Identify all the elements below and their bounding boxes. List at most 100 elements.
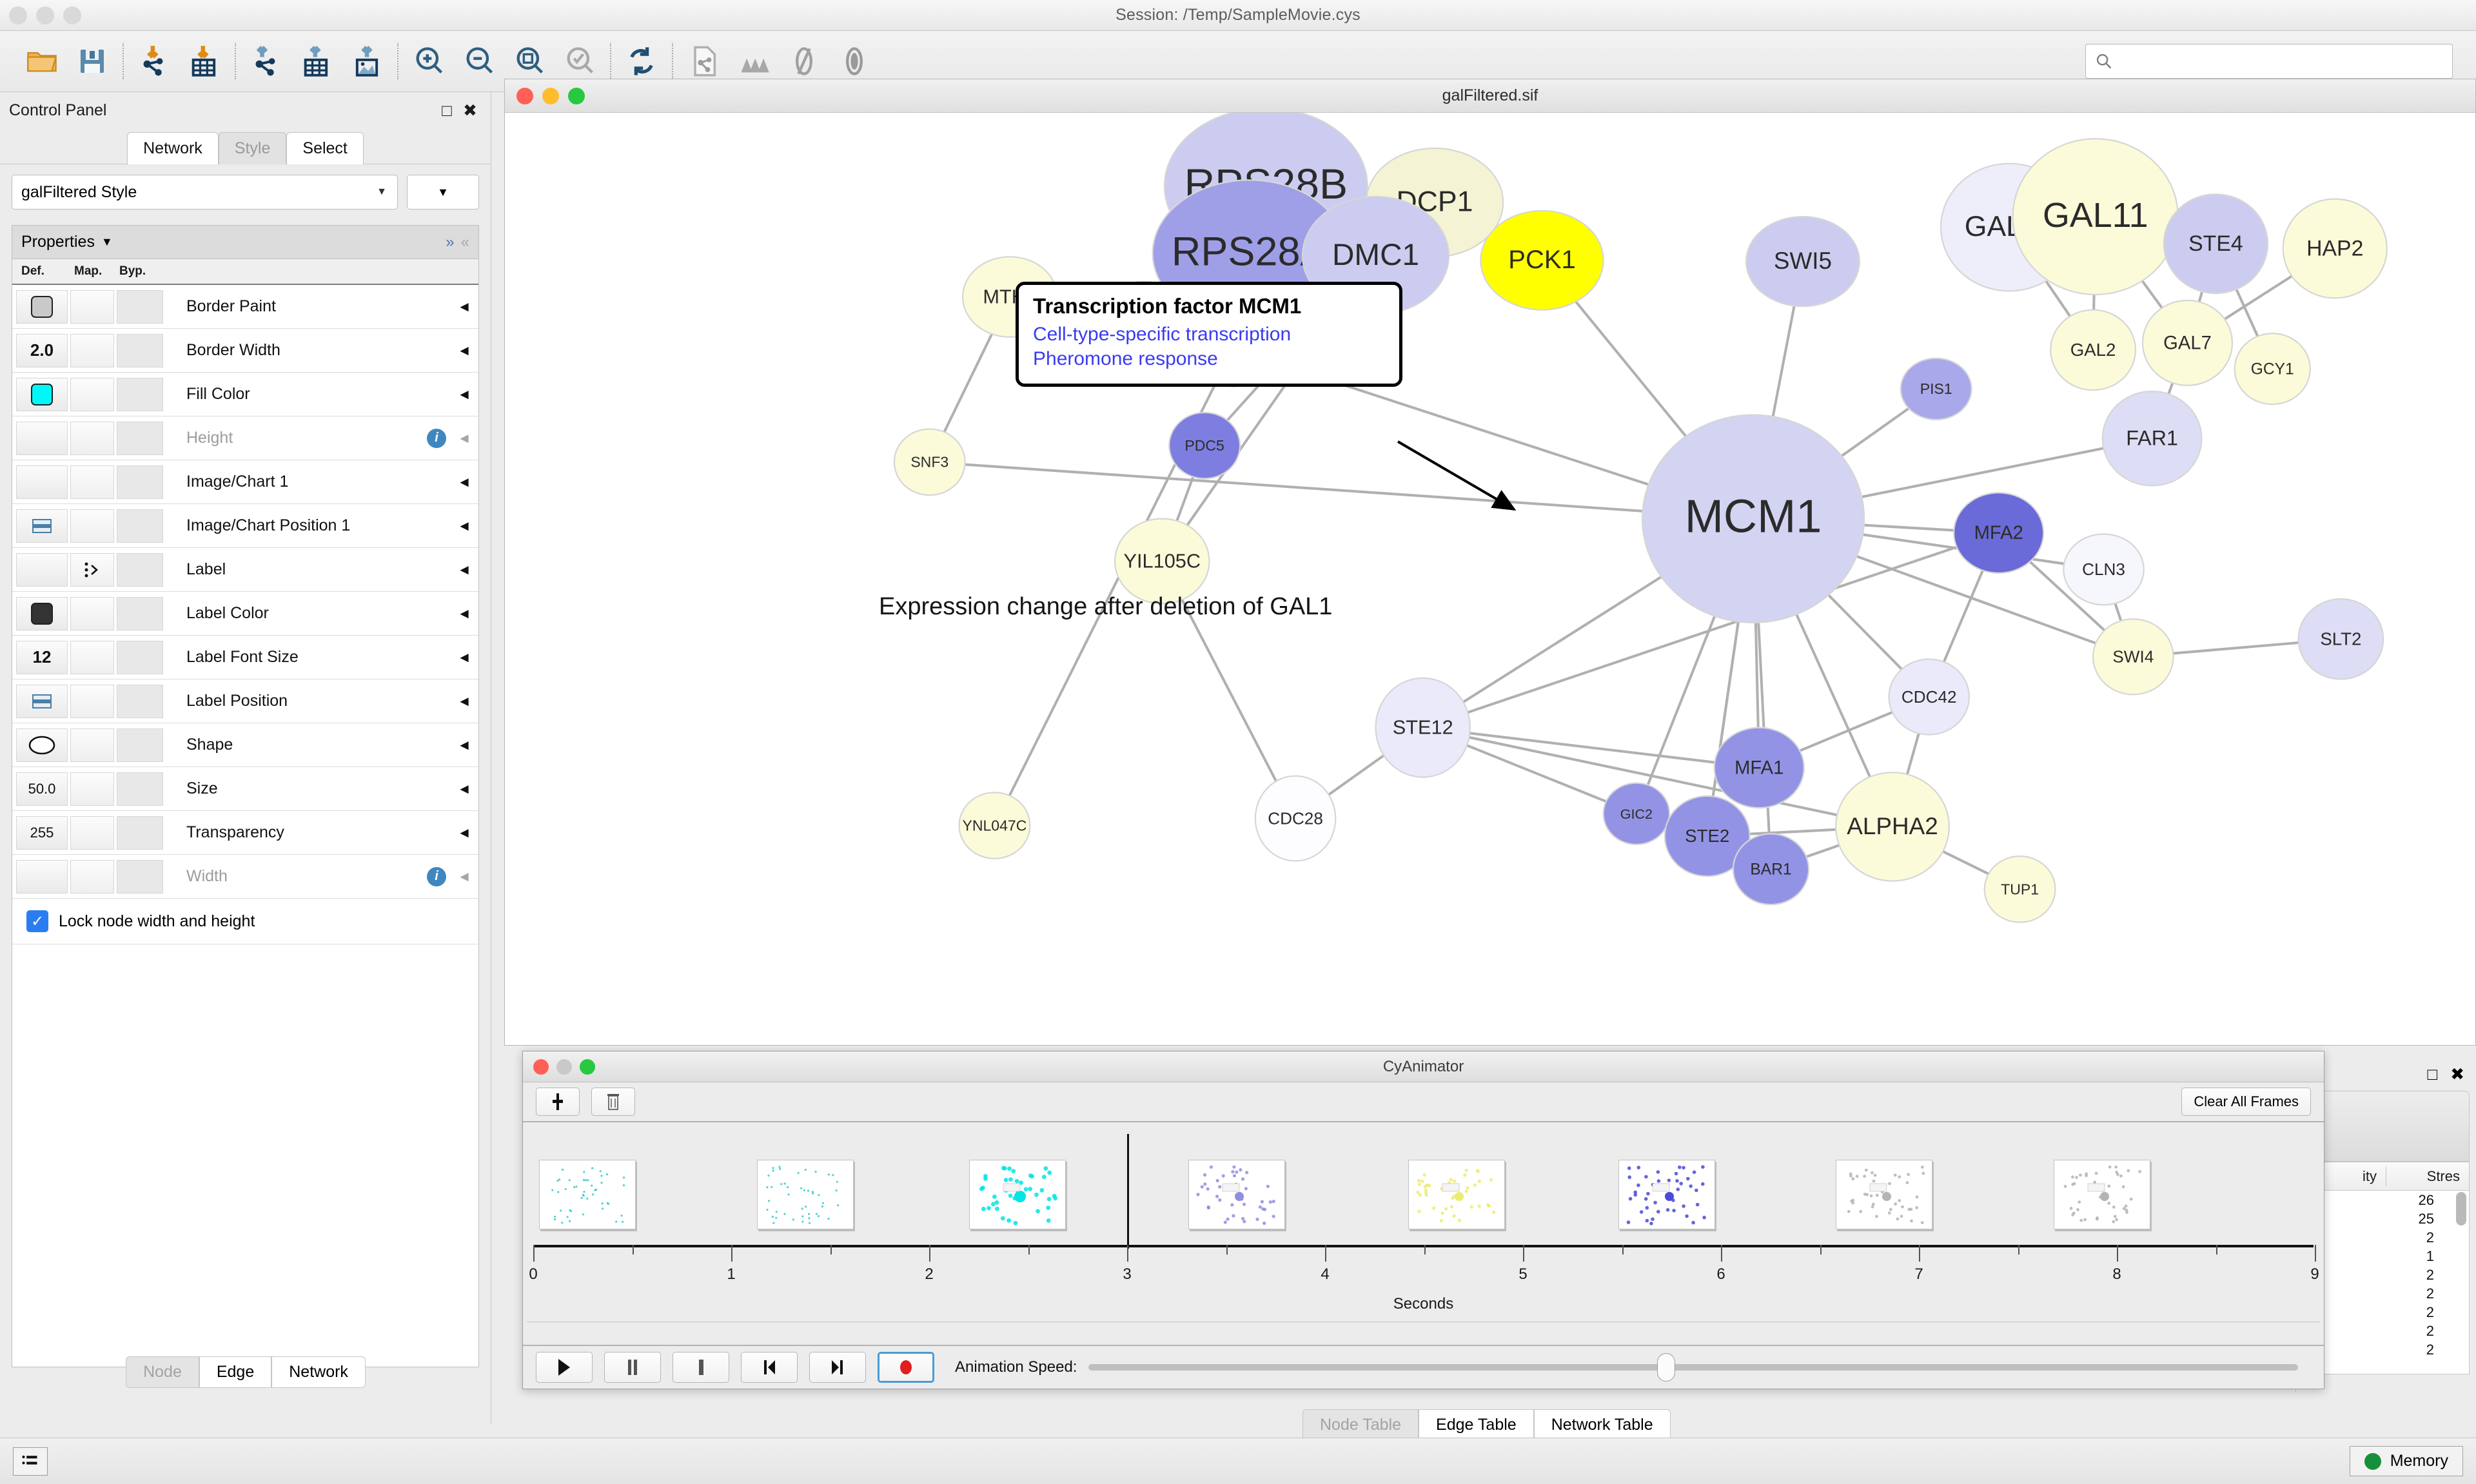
property-default-cell[interactable]: 2.0 (16, 333, 68, 367)
properties-menu-icon[interactable]: ▼ (101, 235, 113, 248)
clear-all-frames-button[interactable]: Clear All Frames (2181, 1088, 2311, 1116)
cyanimator-minimize-button[interactable] (556, 1059, 572, 1075)
table-row[interactable]: 2 (2426, 1322, 2434, 1339)
property-bypass-cell[interactable] (117, 728, 163, 762)
property-mapping-cell[interactable] (70, 552, 114, 587)
table-scrollbar[interactable] (2456, 1192, 2466, 1225)
property-row[interactable]: Image/Chart Position 1 ◄ (12, 504, 478, 548)
table-row[interactable]: 2 (2426, 1285, 2434, 1302)
export-table-icon[interactable] (291, 36, 342, 86)
property-default-cell[interactable] (16, 377, 68, 411)
property-bypass-cell[interactable] (117, 421, 163, 455)
column-header-stress[interactable]: Stres (2426, 1167, 2460, 1184)
network-node[interactable]: GAL7 (2141, 299, 2234, 386)
hide-selected-icon[interactable] (779, 36, 829, 86)
table-row[interactable]: 2 (2426, 1229, 2434, 1245)
network-node[interactable]: GAL2 (2050, 309, 2137, 391)
property-expand-arrow[interactable]: ◄ (457, 649, 471, 665)
network-node[interactable]: CLN3 (2063, 533, 2145, 606)
property-row[interactable]: Border Paint ◄ (12, 285, 478, 329)
property-bypass-cell[interactable] (117, 859, 163, 893)
info-icon[interactable]: i (427, 428, 446, 448)
network-minimize-button[interactable] (542, 87, 559, 104)
table-row[interactable]: 2 (2426, 1266, 2434, 1283)
property-bypass-cell[interactable] (117, 640, 163, 674)
network-node[interactable]: PIS1 (1900, 357, 1972, 420)
network-node[interactable]: CDC28 (1254, 775, 1337, 862)
step-back-button[interactable] (741, 1352, 798, 1383)
table-panel-float-button[interactable]: □ (2427, 1064, 2438, 1084)
play-button[interactable] (536, 1352, 593, 1383)
property-mapping-cell[interactable] (70, 289, 114, 324)
property-default-cell[interactable] (16, 509, 68, 543)
network-node[interactable]: PCK1 (1480, 210, 1604, 311)
network-node[interactable]: YIL105C (1114, 518, 1210, 605)
record-button[interactable] (878, 1352, 934, 1383)
animation-frame[interactable] (539, 1160, 636, 1229)
property-row[interactable]: Fill Color ◄ (12, 373, 478, 416)
property-bypass-cell[interactable] (117, 465, 163, 499)
zoom-fit-icon[interactable] (504, 36, 555, 86)
property-expand-arrow[interactable]: ◄ (457, 692, 471, 709)
bottom-tab-edge[interactable]: Edge (199, 1356, 272, 1388)
lock-node-size-row[interactable]: ✓ Lock node width and height (12, 899, 478, 944)
animation-frame[interactable] (757, 1160, 854, 1229)
property-row[interactable]: 12 Label Font Size ◄ (12, 636, 478, 679)
property-mapping-cell[interactable] (70, 377, 114, 411)
color-swatch[interactable] (31, 383, 53, 405)
network-node[interactable]: STE12 (1375, 677, 1471, 778)
property-expand-arrow[interactable]: ◄ (457, 561, 471, 578)
import-network-icon[interactable] (129, 36, 179, 86)
search-box[interactable] (2085, 44, 2453, 79)
step-forward-button[interactable] (809, 1352, 866, 1383)
property-default-cell[interactable] (16, 684, 68, 718)
maximize-window-button[interactable] (63, 6, 81, 24)
animation-speed-slider[interactable] (1088, 1352, 2298, 1383)
cyanimator-timeline[interactable]: 0 1 2 3 4 5 6 7 8 9 Seconds (527, 1122, 2320, 1322)
property-default-cell[interactable] (16, 552, 68, 587)
pause-button[interactable] (604, 1352, 661, 1383)
network-node[interactable]: GAL11 (2012, 138, 2179, 295)
network-node[interactable]: STE4 (2163, 193, 2269, 295)
property-row[interactable]: Width i ◄ (12, 855, 478, 899)
property-row[interactable]: Label Color ◄ (12, 592, 478, 636)
cyanimator-maximize-button[interactable] (580, 1059, 595, 1075)
property-bypass-cell[interactable] (117, 596, 163, 630)
network-node[interactable]: PDC5 (1168, 411, 1241, 480)
property-mapping-cell[interactable] (70, 684, 114, 718)
control-panel-float-button[interactable]: □ (442, 100, 452, 120)
memory-status-button[interactable]: Memory (2349, 1446, 2463, 1476)
network-node[interactable]: TUP1 (1983, 855, 2056, 923)
network-maximize-button[interactable] (568, 87, 585, 104)
zoom-out-icon[interactable] (454, 36, 504, 86)
property-mapping-cell[interactable] (70, 859, 114, 893)
property-mapping-cell[interactable] (70, 596, 114, 630)
tab-network-table[interactable]: Network Table (1533, 1409, 1671, 1441)
lock-node-size-checkbox[interactable]: ✓ (26, 910, 48, 932)
network-node[interactable]: MCM1 (1641, 414, 1865, 623)
network-node[interactable]: BAR1 (1732, 833, 1810, 906)
zoom-in-icon[interactable] (404, 36, 454, 86)
property-expand-arrow[interactable]: ◄ (457, 736, 471, 753)
property-row[interactable]: 255 Transparency ◄ (12, 811, 478, 855)
property-mapping-cell[interactable] (70, 421, 114, 455)
property-bypass-cell[interactable] (117, 552, 163, 587)
property-expand-arrow[interactable]: ◄ (457, 298, 471, 315)
cyanimator-close-button[interactable] (533, 1059, 549, 1075)
property-row[interactable]: Shape ◄ (12, 723, 478, 767)
network-node[interactable]: STE2 (1664, 795, 1751, 877)
tab-edge-table[interactable]: Edge Table (1419, 1409, 1534, 1441)
import-table-icon[interactable] (179, 36, 230, 86)
property-expand-arrow[interactable]: ◄ (457, 342, 471, 358)
property-default-cell[interactable] (16, 465, 68, 499)
network-node[interactable]: HAP2 (2282, 198, 2388, 299)
column-header-betweenness[interactable]: ity (2363, 1167, 2377, 1184)
status-list-button[interactable] (13, 1447, 48, 1476)
animation-frame[interactable] (1188, 1160, 1286, 1229)
network-node[interactable]: GIC2 (1602, 782, 1671, 845)
property-expand-arrow[interactable]: ◄ (457, 517, 471, 534)
network-node[interactable]: MFA2 (1953, 492, 2045, 574)
refresh-icon[interactable] (616, 36, 667, 86)
property-mapping-cell[interactable] (70, 509, 114, 543)
stop-button[interactable] (673, 1352, 729, 1383)
